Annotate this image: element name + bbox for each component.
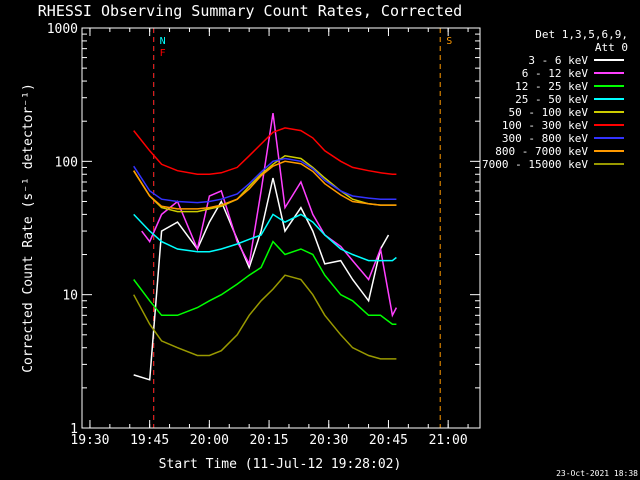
plot-frame	[81, 27, 481, 429]
y-tick-label: 10	[62, 289, 78, 304]
legend-entry-label: 25 - 50 keV	[515, 93, 588, 106]
series-line	[133, 155, 397, 213]
legend-subtitle: Att 0	[595, 41, 628, 54]
x-axis-label: Start Time (11-Jul-12 19:28:02)	[159, 457, 402, 472]
legend-entry-label: 6 - 12 keV	[522, 67, 589, 80]
x-tick-label: 20:30	[309, 433, 348, 448]
series-line	[133, 157, 397, 204]
chart-title: RHESSI Observing Summary Count Rates, Co…	[38, 2, 462, 20]
series-line	[133, 274, 397, 360]
legend-entry-label: 12 - 25 keV	[515, 80, 588, 93]
series-line	[133, 127, 397, 176]
series-line	[141, 112, 398, 318]
x-axis: 19:30 19:45 20:00 20:15 20:30 20:45 21:00	[70, 28, 469, 448]
legend-title: Det 1,3,5,6,9,	[535, 28, 628, 41]
series-line	[133, 160, 397, 210]
legend-entry-label: 800 - 7000 keV	[495, 145, 588, 158]
x-tick-label: 19:45	[130, 433, 169, 448]
y-axis-label: Corrected Count Rate (s⁻¹ detector⁻¹)	[21, 83, 36, 373]
x-tick-label: 19:30	[70, 433, 109, 448]
y-tick-label: 1000	[47, 22, 78, 37]
x-tick-label: 21:00	[429, 433, 468, 448]
footer-timestamp: 23-Oct-2021 18:38	[556, 469, 638, 478]
legend-entry-label: 100 - 300 keV	[502, 119, 588, 132]
x-tick-label: 20:45	[369, 433, 408, 448]
y-tick-label: 1	[70, 422, 78, 437]
x-tick-label: 20:00	[190, 433, 229, 448]
y-tick-label: 100	[55, 155, 78, 170]
series-line	[133, 213, 397, 262]
legend-entry-label: 7000 - 15000 keV	[482, 158, 588, 171]
y-axis: 1 10 100 1000	[47, 22, 480, 437]
legend-entry-label: 300 - 800 keV	[502, 132, 588, 145]
series-line	[133, 240, 397, 325]
plot-area: NF S	[133, 28, 452, 428]
flag-label: N	[160, 36, 166, 47]
flag-label: S	[446, 36, 452, 47]
x-tick-label: 20:15	[249, 433, 288, 448]
flag-label: F	[160, 48, 166, 59]
series-line	[133, 177, 390, 381]
legend-entry-label: 3 - 6 keV	[528, 54, 588, 67]
legend-entry-label: 50 - 100 keV	[509, 106, 589, 119]
